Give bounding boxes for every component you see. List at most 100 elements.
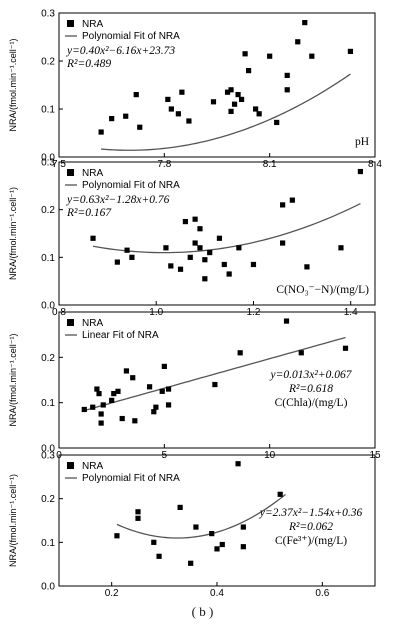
legend-label-points: NRA bbox=[82, 318, 103, 329]
data-point bbox=[210, 99, 217, 105]
data-point bbox=[214, 546, 220, 552]
data-point bbox=[289, 197, 295, 203]
data-point bbox=[124, 247, 130, 253]
y-axis-label: NRA/(fmol.min⁻¹.cell⁻¹) bbox=[8, 38, 18, 131]
data-point bbox=[137, 124, 143, 130]
data-point bbox=[228, 87, 234, 93]
data-point bbox=[280, 202, 286, 208]
data-point bbox=[177, 266, 184, 272]
data-point bbox=[226, 271, 232, 277]
data-point bbox=[274, 119, 280, 126]
legend-label-fit: Polynomial Fit of NRA bbox=[82, 31, 180, 42]
data-point bbox=[192, 216, 198, 222]
data-point bbox=[202, 257, 208, 263]
y-tick-label: 0.1 bbox=[41, 253, 55, 264]
x-tick-label: 0.4 bbox=[210, 588, 224, 599]
r-squared: R²=0.167 bbox=[66, 207, 112, 219]
data-point bbox=[163, 245, 169, 251]
data-point bbox=[146, 384, 153, 390]
plot-frame bbox=[58, 12, 376, 158]
data-point bbox=[237, 350, 243, 356]
data-point bbox=[94, 386, 100, 392]
data-point bbox=[123, 113, 129, 119]
data-point bbox=[216, 235, 223, 241]
data-point bbox=[277, 491, 283, 497]
data-point bbox=[188, 560, 194, 566]
data-point bbox=[246, 68, 252, 74]
data-point bbox=[168, 263, 174, 269]
data-point bbox=[81, 406, 87, 413]
fit-line bbox=[84, 336, 346, 412]
data-point bbox=[119, 415, 125, 422]
data-point bbox=[250, 261, 257, 268]
fit-equation: y=0.013x²+0.067 bbox=[270, 369, 353, 381]
data-point bbox=[209, 531, 215, 537]
data-point bbox=[111, 391, 117, 397]
y-axis-label: NRA/(fmol.min⁻¹.cell⁻¹) bbox=[8, 474, 18, 567]
data-point bbox=[96, 391, 102, 397]
data-point bbox=[98, 129, 104, 135]
legend-label-fit: Polynomial Fit of NRA bbox=[82, 473, 180, 484]
data-point bbox=[357, 168, 364, 175]
y-tick-label: 0.0 bbox=[41, 582, 55, 593]
data-point bbox=[109, 116, 115, 122]
data-point bbox=[235, 92, 241, 98]
data-point bbox=[267, 53, 273, 59]
y-axis-label: NRA/(fmol.min⁻¹.cell⁻¹) bbox=[8, 333, 18, 426]
y-tick-label: 0.2 bbox=[41, 205, 55, 216]
chart-panel-2: 0.8 1.0 1.2 1.40.00.10.20.3NRA/(fmol.min⁻¹.… bbox=[8, 158, 376, 318]
y-tick-label: 0.1 bbox=[41, 538, 55, 549]
data-point bbox=[123, 368, 130, 374]
legend-label-points: NRA bbox=[82, 461, 103, 472]
figure-caption: ( b ) bbox=[191, 604, 214, 619]
data-point bbox=[224, 89, 231, 95]
data-point bbox=[135, 515, 141, 521]
fit-line bbox=[116, 493, 286, 539]
data-point bbox=[156, 553, 162, 559]
legend-marker-square bbox=[67, 169, 74, 176]
data-point bbox=[228, 108, 234, 114]
legend-label-fit: Polynomial Fit of NRA bbox=[82, 180, 180, 191]
data-point bbox=[90, 235, 96, 241]
data-point bbox=[151, 409, 157, 415]
data-point bbox=[280, 240, 286, 246]
y-tick-label: 0.3 bbox=[41, 158, 55, 169]
data-point bbox=[186, 118, 192, 124]
y-axis-label: NRA/(fmol.min⁻¹.cell⁻¹) bbox=[8, 187, 18, 280]
data-point bbox=[347, 48, 354, 54]
data-point bbox=[192, 240, 198, 246]
data-point bbox=[114, 533, 120, 539]
y-tick-label: 0.2 bbox=[41, 494, 55, 505]
figure-panels: 7.5 7.8 8.1 8.40.00.10.20.3NRA/(fmol.min⁻¹.… bbox=[8, 9, 382, 600]
data-point bbox=[238, 96, 245, 102]
y-tick-label: 0.2 bbox=[41, 57, 55, 68]
x-tick-label: 7.8 bbox=[157, 159, 171, 170]
data-point bbox=[153, 404, 159, 410]
legend-marker-square bbox=[67, 319, 74, 326]
data-point bbox=[133, 92, 139, 98]
r-squared: R²=0.062 bbox=[288, 521, 333, 533]
fit-equation: y=0.40x²−6.16x+23.73 bbox=[66, 45, 175, 57]
r-squared: R²=0.618 bbox=[288, 383, 333, 395]
x-tick-label: 8.1 bbox=[263, 159, 277, 170]
data-point bbox=[256, 111, 262, 117]
data-point bbox=[165, 386, 172, 392]
data-point bbox=[165, 402, 172, 408]
data-point bbox=[298, 350, 304, 356]
plot-frame bbox=[58, 161, 376, 306]
data-point bbox=[231, 101, 238, 107]
data-point bbox=[159, 388, 165, 394]
y-tick-label: 0.3 bbox=[41, 451, 55, 462]
legend-marker-square bbox=[67, 462, 74, 469]
legend-label-fit: Linear Fit of NRA bbox=[82, 330, 159, 341]
data-point bbox=[240, 544, 246, 550]
x-axis-label: C(NO₃⁻−N)/(mg/L) bbox=[276, 284, 369, 296]
y-tick-label: 0.0 bbox=[41, 444, 55, 455]
data-point bbox=[177, 504, 183, 510]
x-tick-label: 0.6 bbox=[315, 588, 329, 599]
data-point bbox=[187, 254, 193, 260]
x-axis-label: C(Chla)/(mg/L) bbox=[275, 397, 348, 409]
data-point bbox=[304, 264, 310, 270]
data-point bbox=[129, 254, 135, 260]
data-point bbox=[295, 39, 301, 45]
